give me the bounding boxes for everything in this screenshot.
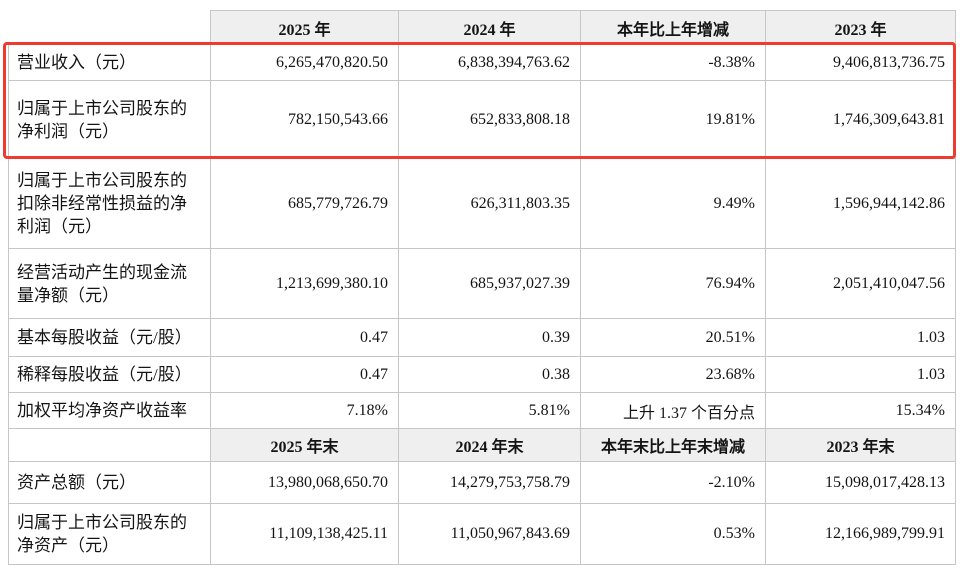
cell-cash-flow-2024: 685,937,027.39	[398, 248, 581, 319]
cell-basic-eps-2024: 0.39	[398, 318, 581, 357]
column-header-2025: 2025 年	[210, 10, 399, 45]
column-header-2023-end: 2023 年末	[765, 428, 956, 462]
cell-net-profit-2025: 782,150,543.66	[210, 80, 399, 159]
cell-roe-2023: 15.34%	[765, 392, 956, 429]
cell-revenue-2024: 6,838,394,763.62	[398, 44, 581, 81]
cell-diluted-eps-change: 23.68%	[580, 356, 766, 393]
cell-diluted-eps-2024: 0.38	[398, 356, 581, 393]
cell-excl-2025: 685,779,726.79	[210, 158, 399, 249]
table-row-net-assets: 归属于上市公司股东的 净资产（元） 11,109,138,425.11 11,0…	[8, 503, 956, 565]
cell-revenue-2023: 9,406,813,736.75	[765, 44, 956, 81]
header-row-annual: 2025 年 2024 年 本年比上年增减 2023 年	[8, 10, 956, 45]
column-header-year-end-change: 本年末比上年末增减	[580, 428, 766, 462]
table-row-diluted-eps: 稀释每股收益（元/股） 0.47 0.38 23.68% 1.03	[8, 356, 956, 393]
table-row-weighted-avg-roe: 加权平均净资产收益率 7.18% 5.81% 上升 1.37 个百分点 15.3…	[8, 392, 956, 429]
row-label-diluted-eps: 稀释每股收益（元/股）	[8, 356, 211, 393]
cell-diluted-eps-2025: 0.47	[210, 356, 399, 393]
row-label-net-assets: 归属于上市公司股东的 净资产（元）	[8, 503, 211, 565]
table-row-operating-cash-flow: 经营活动产生的现金流 量净额（元） 1,213,699,380.10 685,9…	[8, 248, 956, 319]
cell-excl-2024: 626,311,803.35	[398, 158, 581, 249]
cell-total-assets-2023: 15,098,017,428.13	[765, 461, 956, 504]
cell-revenue-change: -8.38%	[580, 44, 766, 81]
cell-basic-eps-2023: 1.03	[765, 318, 956, 357]
header-row-year-end: 2025 年末 2024 年末 本年末比上年末增减 2023 年末	[8, 428, 956, 462]
cell-revenue-2025: 6,265,470,820.50	[210, 44, 399, 81]
table-row-total-assets: 资产总额（元） 13,980,068,650.70 14,279,753,758…	[8, 461, 956, 504]
cell-net-assets-2023: 12,166,989,799.91	[765, 503, 956, 565]
cell-cash-flow-2023: 2,051,410,047.56	[765, 248, 956, 319]
table-row-net-profit-excl-nonrecurring: 归属于上市公司股东的 扣除非经常性损益的净 利润（元） 685,779,726.…	[8, 158, 956, 249]
row-label-operating-cash-flow: 经营活动产生的现金流 量净额（元）	[8, 248, 211, 319]
column-header-yoy-change: 本年比上年增减	[580, 10, 766, 45]
cell-excl-change: 9.49%	[580, 158, 766, 249]
cell-basic-eps-change: 20.51%	[580, 318, 766, 357]
cell-cash-flow-change: 76.94%	[580, 248, 766, 319]
column-header-2024: 2024 年	[398, 10, 581, 45]
cell-excl-2023: 1,596,944,142.86	[765, 158, 956, 249]
row-label-weighted-avg-roe: 加权平均净资产收益率	[8, 392, 211, 429]
cell-net-assets-2025: 11,109,138,425.11	[210, 503, 399, 565]
table-row-basic-eps: 基本每股收益（元/股） 0.47 0.39 20.51% 1.03	[8, 318, 956, 357]
cell-total-assets-change: -2.10%	[580, 461, 766, 504]
cell-diluted-eps-2023: 1.03	[765, 356, 956, 393]
cell-roe-change: 上升 1.37 个百分点	[580, 392, 766, 429]
blank-corner-cell	[8, 10, 211, 45]
table-row-net-profit: 归属于上市公司股东的 净利润（元） 782,150,543.66 652,833…	[8, 80, 956, 159]
column-header-2023: 2023 年	[765, 10, 956, 45]
row-label-revenue: 营业收入（元）	[8, 44, 211, 81]
table-row-revenue: 营业收入（元） 6,265,470,820.50 6,838,394,763.6…	[8, 44, 956, 81]
cell-cash-flow-2025: 1,213,699,380.10	[210, 248, 399, 319]
cell-roe-2024: 5.81%	[398, 392, 581, 429]
row-label-total-assets: 资产总额（元）	[8, 461, 211, 504]
cell-net-profit-2023: 1,746,309,643.81	[765, 80, 956, 159]
row-label-net-profit: 归属于上市公司股东的 净利润（元）	[8, 80, 211, 159]
cell-net-assets-change: 0.53%	[580, 503, 766, 565]
empty-label-cell	[8, 428, 211, 462]
row-label-basic-eps: 基本每股收益（元/股）	[8, 318, 211, 357]
cell-net-profit-2024: 652,833,808.18	[398, 80, 581, 159]
cell-total-assets-2024: 14,279,753,758.79	[398, 461, 581, 504]
cell-roe-2025: 7.18%	[210, 392, 399, 429]
row-label-net-profit-excl-nonrecurring: 归属于上市公司股东的 扣除非经常性损益的净 利润（元）	[8, 158, 211, 249]
key-financials-table: 2025 年 2024 年 本年比上年增减 2023 年 营业收入（元） 6,2…	[8, 10, 956, 565]
cell-total-assets-2025: 13,980,068,650.70	[210, 461, 399, 504]
cell-basic-eps-2025: 0.47	[210, 318, 399, 357]
cell-net-assets-2024: 11,050,967,843.69	[398, 503, 581, 565]
cell-net-profit-change: 19.81%	[580, 80, 766, 159]
column-header-2025-end: 2025 年末	[210, 428, 399, 462]
column-header-2024-end: 2024 年末	[398, 428, 581, 462]
